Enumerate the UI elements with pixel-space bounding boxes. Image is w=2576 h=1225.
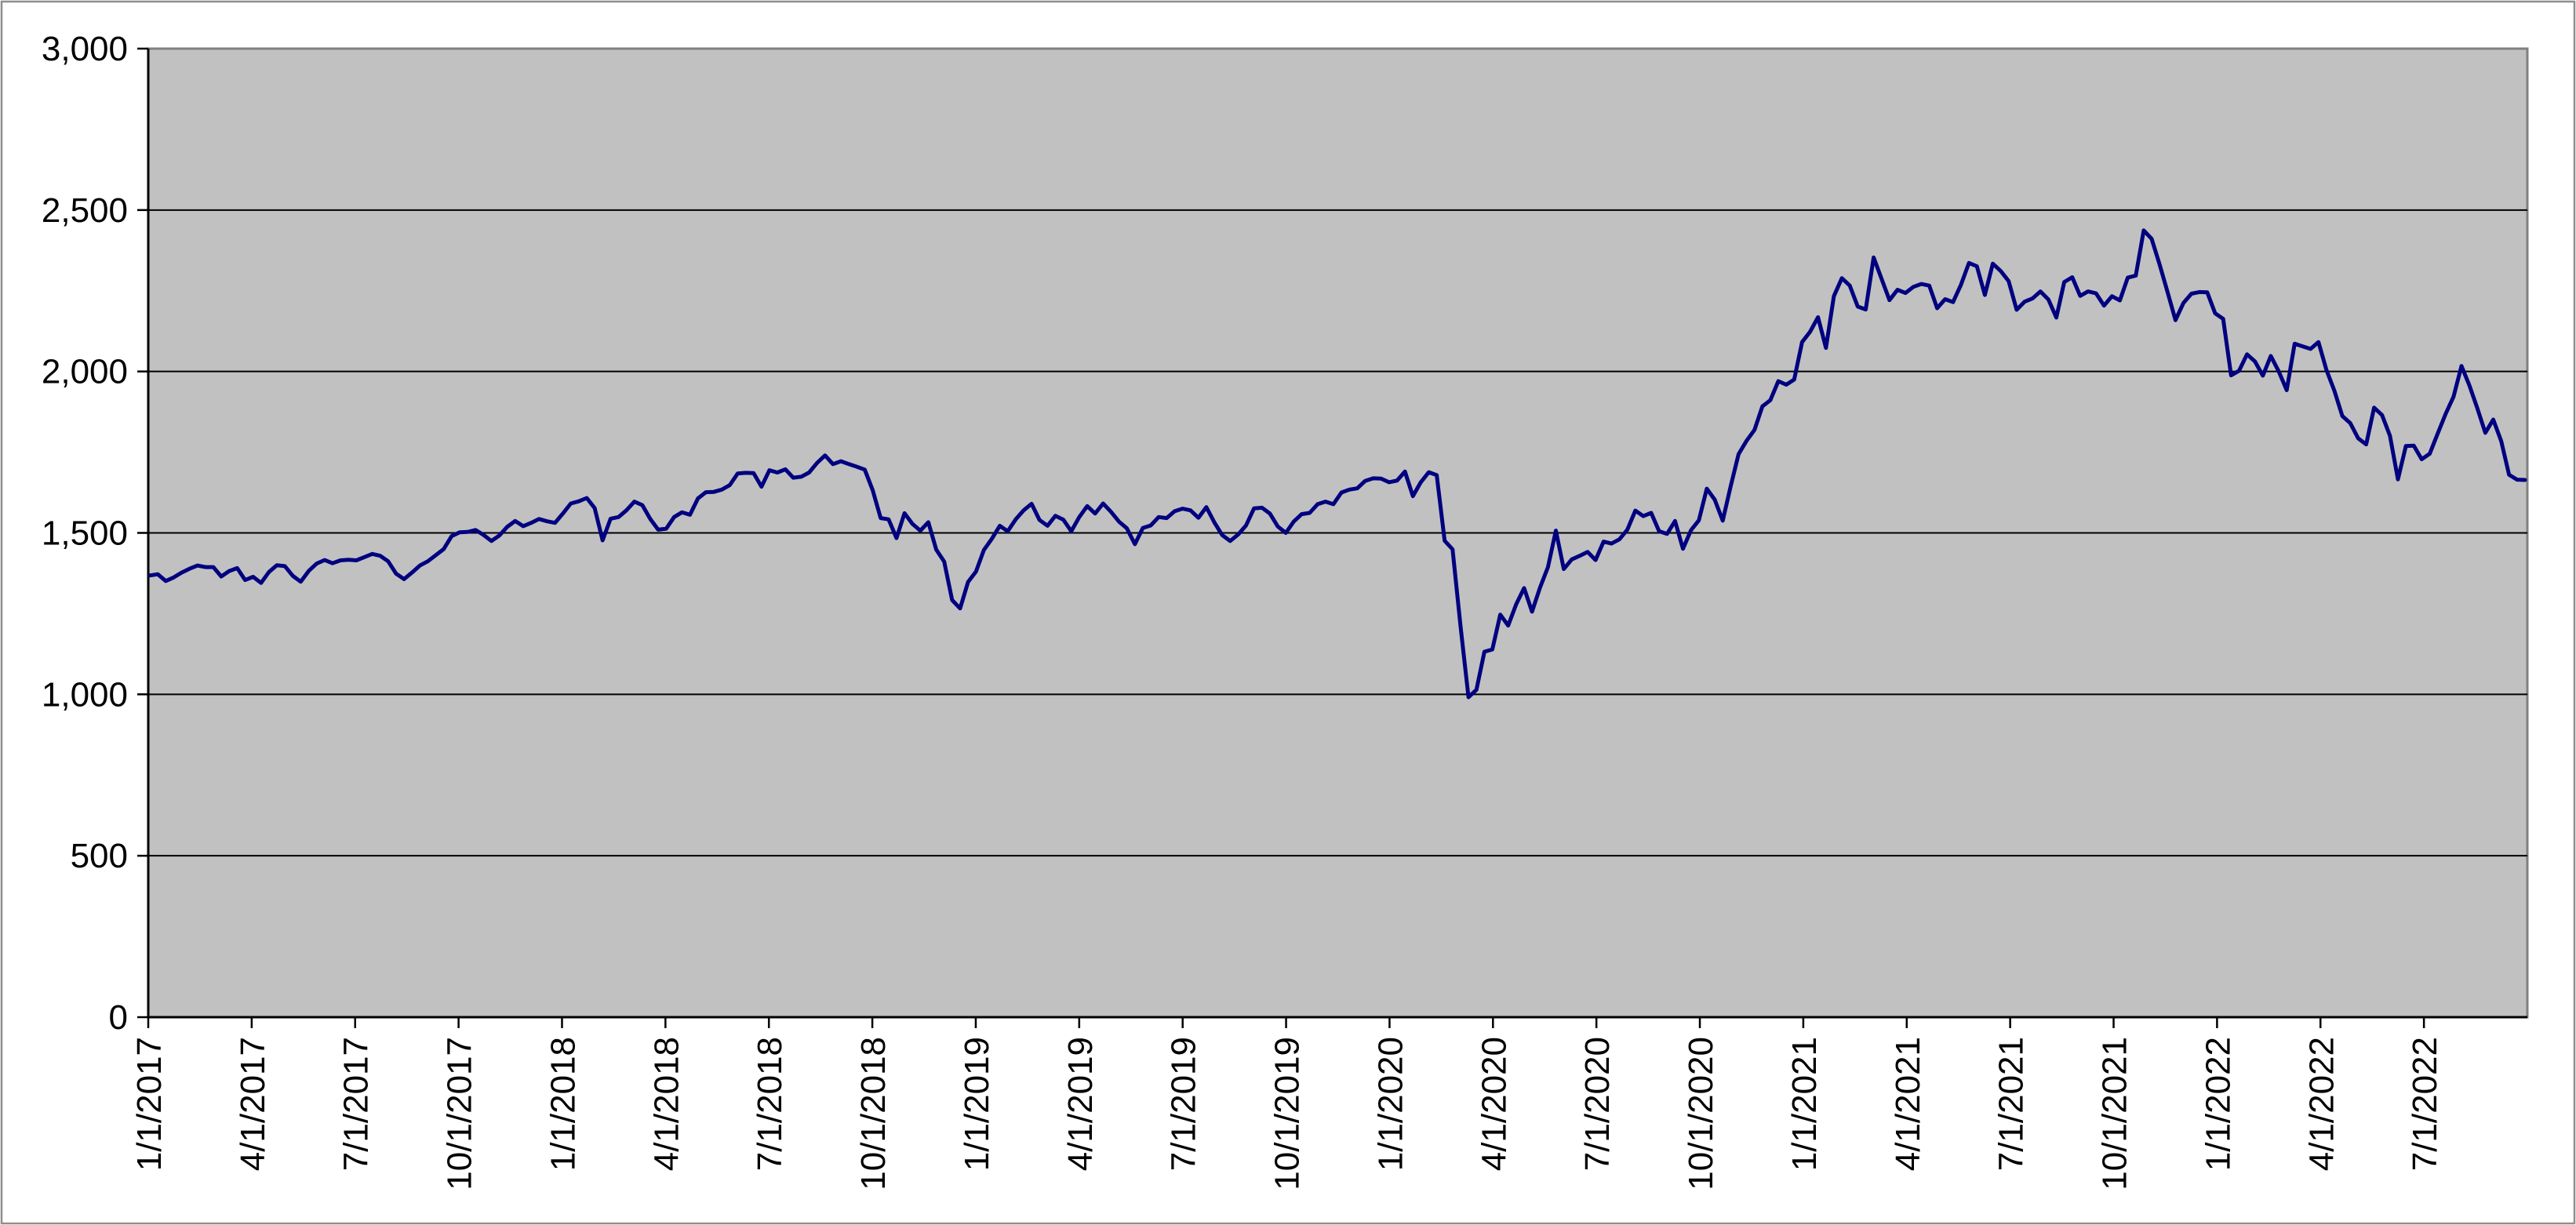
x-axis-label: 10/1/2021 bbox=[2096, 1037, 2134, 1190]
x-axis-label: 4/1/2019 bbox=[1061, 1037, 1100, 1171]
x-axis-label: 4/1/2022 bbox=[2302, 1037, 2341, 1171]
y-axis-label: 0 bbox=[109, 998, 128, 1037]
y-axis-label: 3,000 bbox=[42, 30, 128, 68]
x-axis-label: 7/1/2021 bbox=[1992, 1037, 2031, 1171]
y-axis-label: 500 bbox=[71, 837, 128, 875]
x-axis-label: 7/1/2017 bbox=[337, 1037, 376, 1171]
x-axis-label: 4/1/2018 bbox=[647, 1037, 686, 1171]
x-axis-label: 10/1/2017 bbox=[441, 1037, 479, 1190]
x-axis-label: 10/1/2020 bbox=[1682, 1037, 1720, 1190]
x-axis-label: 4/1/2017 bbox=[234, 1037, 272, 1171]
x-axis-label: 7/1/2020 bbox=[1578, 1037, 1617, 1171]
x-axis-label: 7/1/2018 bbox=[751, 1037, 789, 1171]
y-axis-label: 1,500 bbox=[42, 514, 128, 553]
x-axis-label: 10/1/2018 bbox=[854, 1037, 893, 1190]
y-axis-labels: 3,000 2,500 2,000 1,500 1,000 500 0 bbox=[42, 30, 128, 1037]
x-axis-label: 10/1/2019 bbox=[1268, 1037, 1307, 1190]
x-axis-label: 1/1/2018 bbox=[544, 1037, 582, 1171]
x-axis-label: 4/1/2021 bbox=[1889, 1037, 1927, 1171]
x-axis-label: 1/1/2020 bbox=[1371, 1037, 1410, 1171]
x-axis-label: 4/1/2020 bbox=[1475, 1037, 1513, 1171]
x-axis-label: 1/1/2019 bbox=[958, 1037, 996, 1171]
x-axis-label: 1/1/2022 bbox=[2199, 1037, 2237, 1171]
gridlines bbox=[148, 209, 2527, 857]
x-axis-labels: 1/1/2017 4/1/2017 7/1/2017 10/1/2017 1/1/201… bbox=[130, 1037, 2444, 1190]
x-axis-label: 7/1/2022 bbox=[2406, 1037, 2444, 1171]
x-axis-label: 1/1/2017 bbox=[130, 1037, 169, 1171]
y-axis-ticks bbox=[137, 47, 148, 1019]
x-axis-label: 7/1/2019 bbox=[1165, 1037, 1203, 1171]
x-axis-label: 1/1/2021 bbox=[1785, 1037, 1824, 1171]
x-axis-ticks bbox=[147, 1017, 2425, 1028]
y-axis-label: 2,000 bbox=[42, 353, 128, 391]
y-axis-label: 2,500 bbox=[42, 191, 128, 230]
data-series-line bbox=[147, 228, 2527, 700]
y-axis-label: 1,000 bbox=[42, 675, 128, 714]
